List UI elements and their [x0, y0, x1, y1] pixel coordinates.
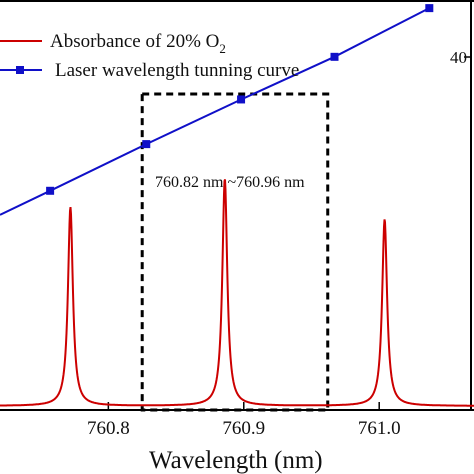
legend-label-absorbance: Absorbance of 20% O2	[50, 31, 226, 56]
right-axis-tick-label: 40	[450, 48, 467, 67]
legend-marker-tuning	[16, 66, 24, 74]
x-tick-label: 761.0	[358, 418, 401, 439]
legend-label-absorbance-subscript: 2	[219, 41, 226, 56]
tuning-curve-marker	[425, 4, 434, 13]
tuning-curve-marker	[46, 186, 55, 195]
x-tick-label: 760.9	[222, 418, 265, 439]
right-axis-ticks: 40	[450, 48, 471, 67]
legend-label-tuning: Laser wavelength tunning curve	[55, 60, 299, 81]
x-tick-label: 760.8	[87, 418, 130, 439]
legend-label-absorbance-main: Absorbance of 20% O	[50, 31, 219, 52]
tuning-curve-marker	[142, 140, 151, 149]
absorbance-series-line	[0, 179, 474, 407]
tuning-curve-marker	[237, 95, 246, 104]
range-annotation: 760.82 nm ~760.96 nm	[155, 174, 305, 191]
x-axis-title: Wavelength (nm)	[149, 447, 323, 474]
tuning-curve-markers	[46, 4, 434, 195]
x-ticks: 760.8 760.9 761.0	[87, 402, 401, 439]
legend: Absorbance of 20% O2 Laser wavelength tu…	[0, 31, 299, 81]
tuning-curve-marker	[330, 52, 339, 61]
tuning-curve-series-line	[0, 7, 430, 216]
selection-box	[140, 92, 330, 412]
